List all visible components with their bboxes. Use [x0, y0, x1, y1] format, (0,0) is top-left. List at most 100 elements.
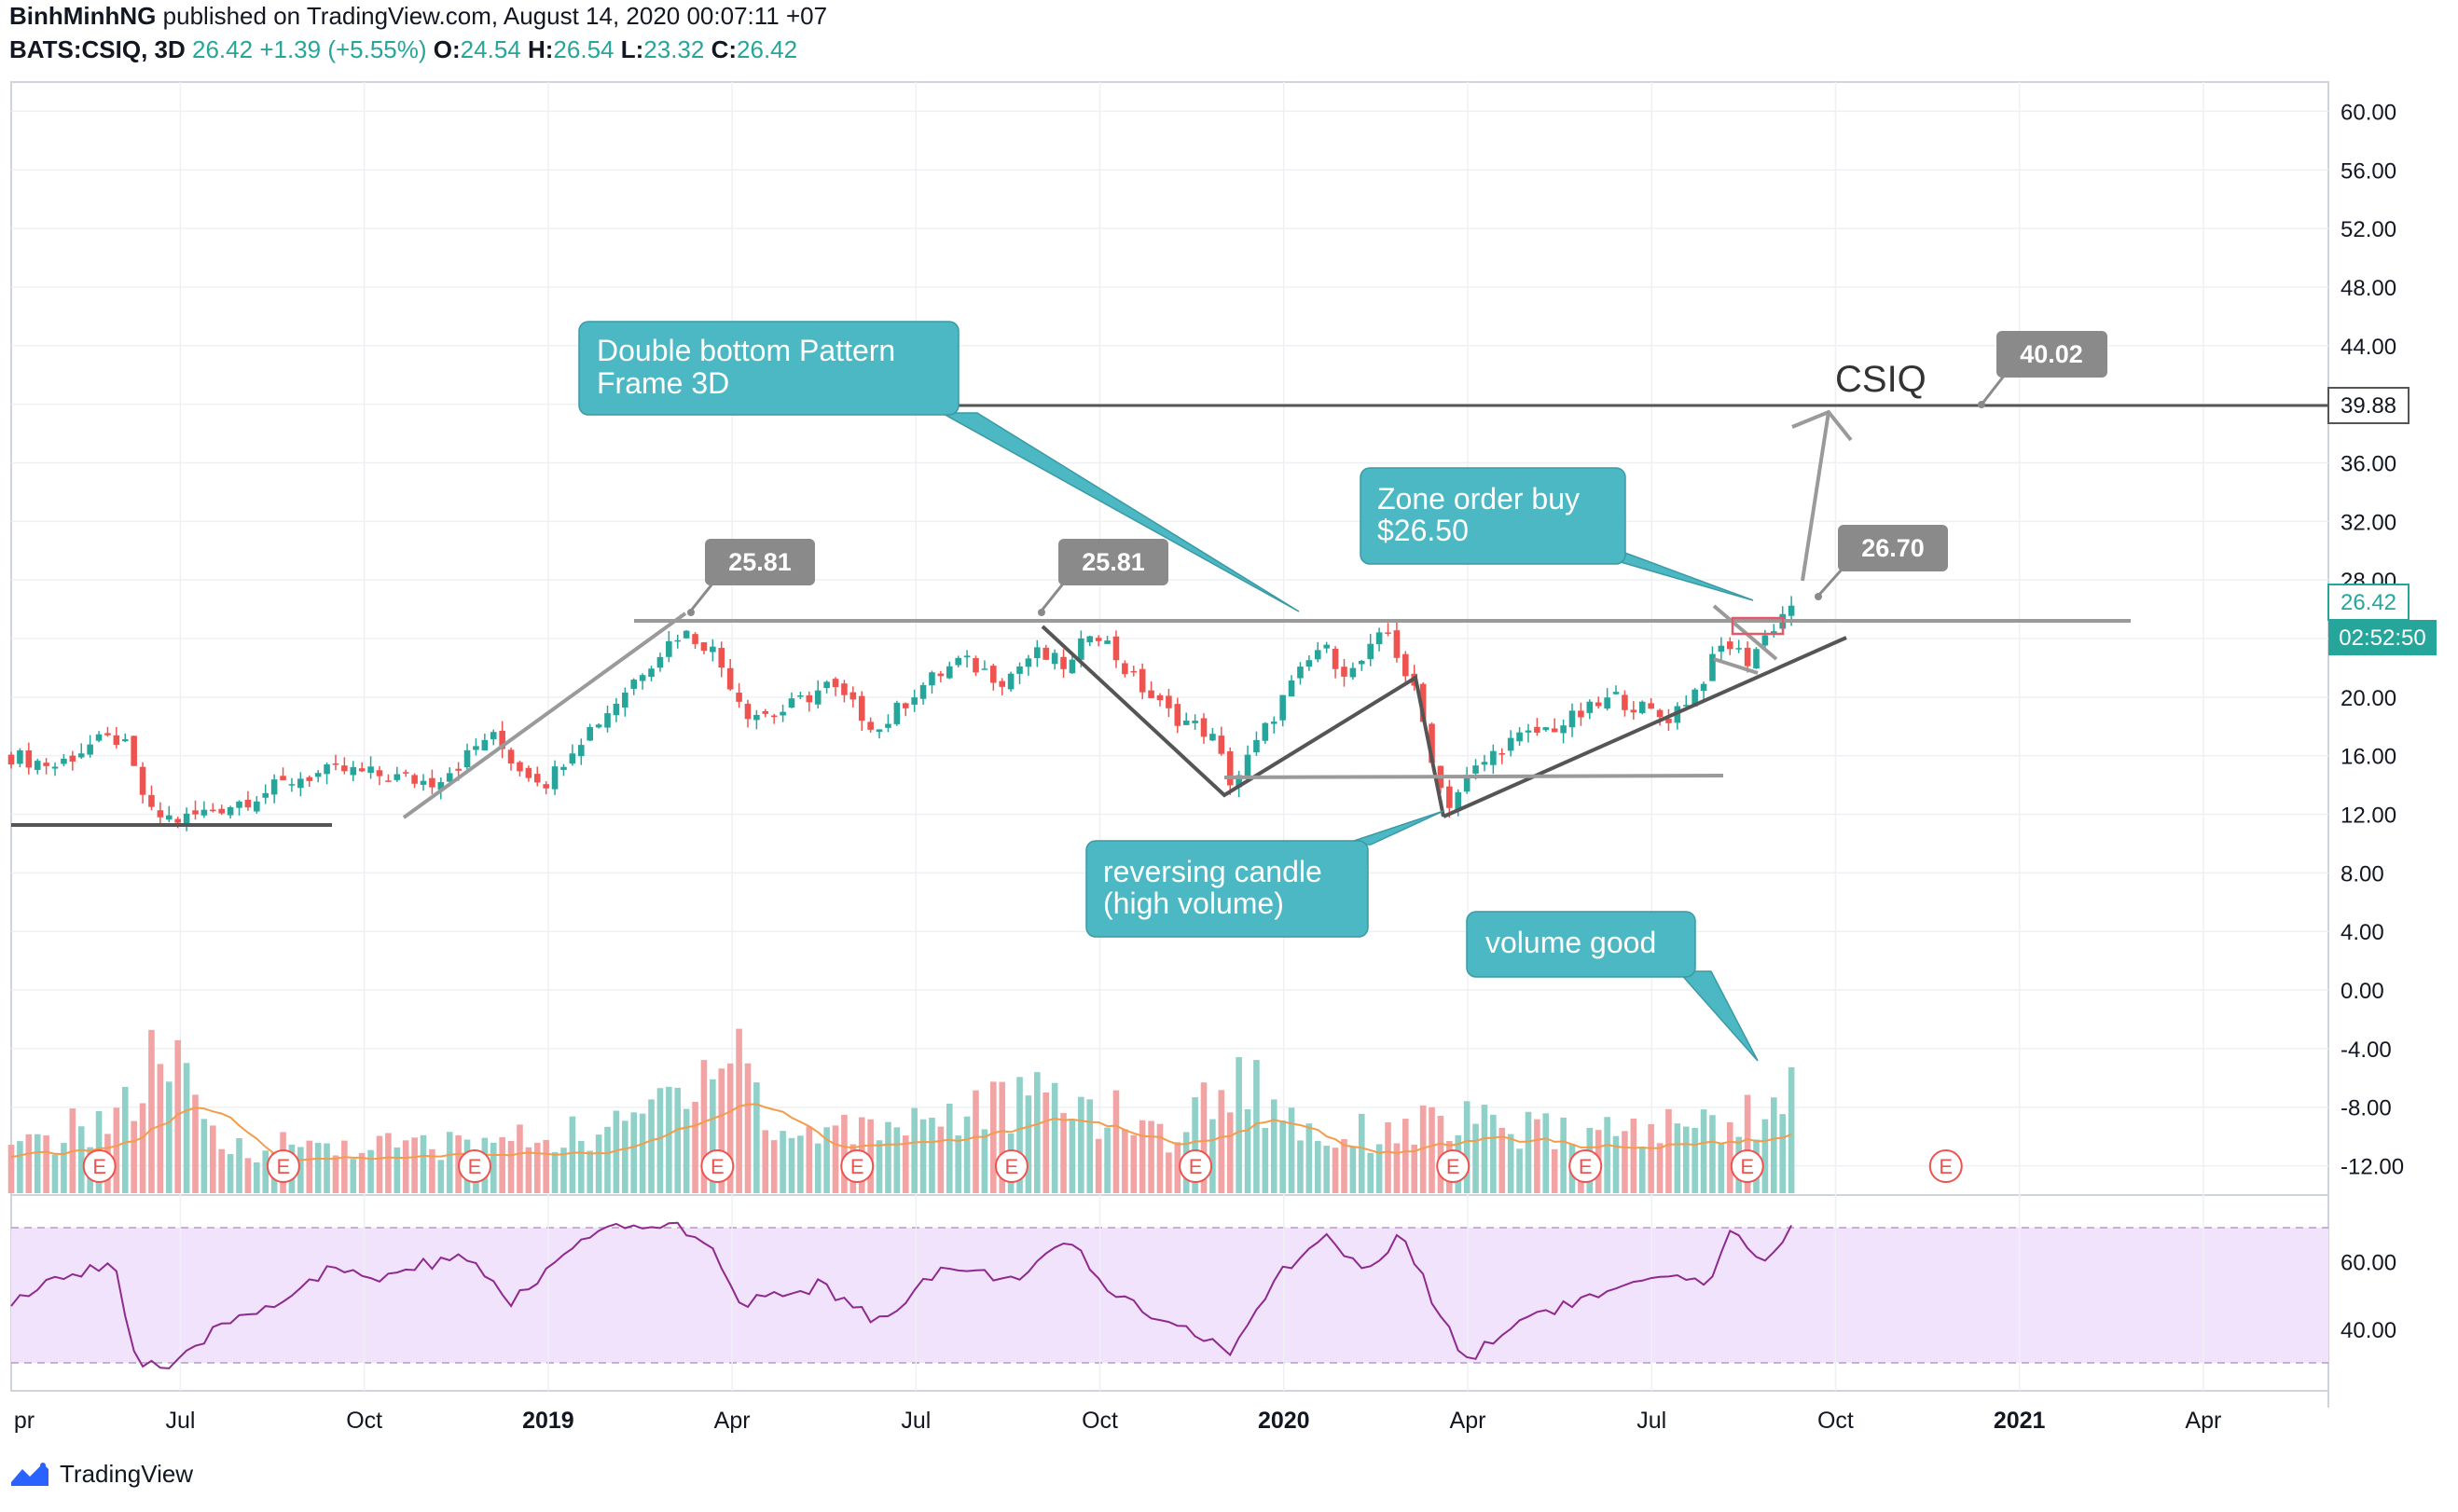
candle-body	[43, 763, 49, 766]
volume-bar	[1262, 1127, 1269, 1193]
volume-bar	[507, 1141, 515, 1193]
label-peak-right-text: 25.81	[1082, 548, 1145, 576]
candle-body	[1551, 728, 1558, 733]
candle-body	[797, 694, 804, 697]
candle-body	[1367, 643, 1374, 660]
candle-body	[288, 784, 296, 786]
volume-bar	[814, 1143, 822, 1193]
volume-bar	[1139, 1120, 1146, 1193]
candle-body	[578, 745, 585, 757]
volume-bar	[411, 1137, 418, 1193]
volume-bar	[262, 1150, 269, 1193]
price-change: +1.39 (+5.55%)	[259, 35, 427, 63]
candle-body	[499, 730, 505, 749]
candle-body	[192, 810, 199, 815]
volume-bar	[1648, 1123, 1654, 1193]
volume-bar	[692, 1102, 698, 1193]
callout-volume-good[interactable]: volume good	[1466, 911, 1759, 1062]
volume-bar	[210, 1125, 216, 1193]
volume-bar	[1385, 1122, 1391, 1193]
volume-bar	[192, 1094, 199, 1193]
volume-bar	[683, 1108, 690, 1193]
volume-bar	[1192, 1097, 1198, 1193]
candle-body	[1648, 703, 1654, 709]
volume-bar	[587, 1150, 593, 1193]
candle-body	[832, 679, 839, 688]
candle-body	[1393, 630, 1401, 658]
volume-bar	[1078, 1096, 1084, 1193]
candle-body	[113, 735, 120, 745]
volume-bar	[1429, 1107, 1435, 1193]
tradingview-logo-icon	[11, 1462, 48, 1486]
volume-bar	[1305, 1123, 1313, 1193]
ticker-text: CSIQ	[1835, 359, 1926, 400]
volume-bar	[1236, 1057, 1242, 1193]
volume-bar	[1332, 1148, 1339, 1193]
candle-body	[463, 749, 471, 768]
callout-double-bottom-line1: Double bottom Pattern	[597, 334, 895, 367]
candle-body	[1130, 670, 1138, 673]
volume-bar	[113, 1107, 120, 1193]
time-tick-label: Apr	[1450, 1408, 1486, 1434]
candle-body	[104, 733, 111, 735]
candle-body	[1122, 663, 1128, 675]
volume-bar	[1525, 1111, 1532, 1193]
price-axis[interactable]: 60.0056.0052.0048.0044.0040.0036.0032.00…	[2341, 100, 2404, 1179]
volume-bar	[1122, 1129, 1128, 1193]
close-label: C:	[711, 35, 738, 63]
rsi-tick-label: 60.00	[2341, 1250, 2396, 1275]
volume-bar	[718, 1068, 725, 1193]
label-target-text: 40.02	[2020, 340, 2083, 368]
tradingview-brand[interactable]: TradingView	[9, 1460, 193, 1489]
volume-bar	[1560, 1117, 1567, 1193]
candle-body	[411, 775, 418, 784]
candle-body	[1166, 695, 1172, 708]
candle-body	[165, 815, 173, 820]
volume-bar	[306, 1140, 313, 1193]
callout-reversing-candle[interactable]: reversing candle (high volume)	[1085, 810, 1444, 938]
volume-bar	[385, 1133, 392, 1193]
earnings-marker-label: E	[277, 1155, 291, 1178]
earnings-marker-label: E	[468, 1155, 482, 1178]
label-entry-text: 26.70	[1861, 534, 1925, 562]
symbol-label[interactable]: BATS:CSIQ, 3D	[9, 35, 186, 63]
candle-body	[780, 711, 786, 716]
callout-volume-text: volume good	[1485, 926, 1656, 959]
earnings-marker-label: E	[1005, 1155, 1019, 1178]
volume-bar	[77, 1126, 85, 1193]
volume-bar	[1718, 1144, 1725, 1193]
volume-bar	[1656, 1143, 1664, 1193]
volume-bar	[332, 1155, 339, 1193]
earnings-marker-icon	[458, 1149, 491, 1183]
time-axis[interactable]: pr Jul Oct 2019 Apr Jul Oct 2020 Apr Jul Oct 2021 Ap…	[14, 1408, 2221, 1434]
candle-body	[280, 776, 286, 780]
candle-body	[1507, 737, 1514, 751]
volume-bar	[832, 1125, 839, 1193]
volume-bar	[955, 1135, 961, 1193]
candle-body	[34, 761, 41, 770]
tradingview-name: TradingView	[60, 1460, 194, 1488]
price-tick-label: 48.00	[2341, 276, 2396, 301]
author-name[interactable]: BinhMinhNG	[9, 2, 157, 30]
volume-bar	[990, 1081, 997, 1193]
candle-body	[210, 809, 216, 812]
price-chart[interactable]: E E E E E E E E E E E 25.81 25.81 40.02	[0, 0, 2458, 1454]
label-target: 40.02	[1978, 331, 2107, 408]
volume-bar	[1209, 1119, 1216, 1193]
callout-double-bottom[interactable]: Double bottom Pattern Frame 3D	[578, 321, 1300, 612]
candle-body	[1753, 649, 1760, 668]
volume-bar	[297, 1147, 304, 1193]
volume-bar	[736, 1028, 742, 1193]
volume-ma-line	[10, 1103, 1792, 1161]
volume-bar	[543, 1139, 549, 1193]
volume-bar	[1507, 1134, 1514, 1193]
candle-body	[1078, 638, 1084, 660]
volume-bar	[710, 1079, 716, 1193]
candle-body	[710, 646, 716, 653]
candle-body	[297, 778, 304, 789]
volume-bar	[700, 1060, 708, 1193]
volume-bar	[358, 1152, 366, 1193]
earnings-marker-label: E	[1189, 1155, 1203, 1178]
volume-bar	[367, 1149, 374, 1193]
callout-zone-order-buy[interactable]: Zone order buy $26.50	[1360, 467, 1754, 601]
